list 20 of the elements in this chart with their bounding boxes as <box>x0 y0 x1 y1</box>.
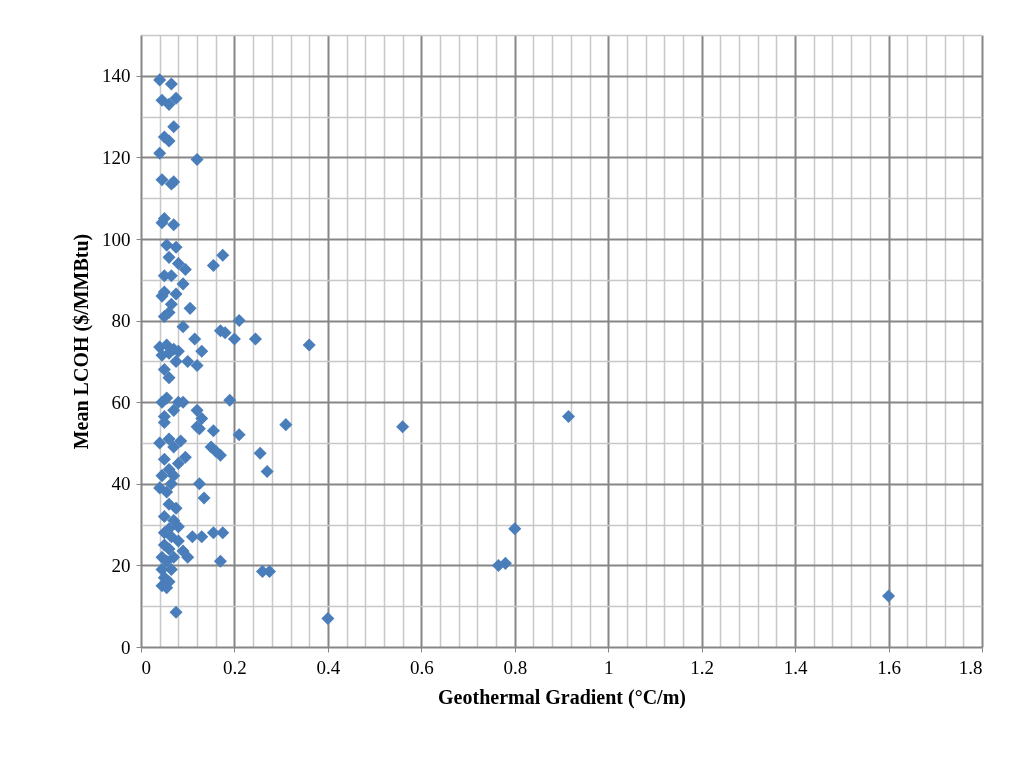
y-tick-label: 60 <box>111 391 131 413</box>
y-axis-title: Mean LCOH ($/MMBtu) <box>70 233 93 450</box>
x-tick-label: 1.8 <box>958 656 983 678</box>
y-tick-label: 40 <box>111 473 131 495</box>
x-tick-label: 0.8 <box>503 656 528 678</box>
x-axis-title: Geothermal Gradient (°C/m) <box>438 685 686 709</box>
x-tick-label: 1 <box>603 656 614 678</box>
y-tick-label: 100 <box>102 228 131 250</box>
x-tick-label: 0.4 <box>316 656 341 678</box>
x-tick-label: 1.6 <box>877 656 901 678</box>
y-tick-label: 0 <box>121 636 131 658</box>
x-tick-label: 1.2 <box>690 656 715 678</box>
y-tick-label: 20 <box>111 554 131 576</box>
x-tick-label: 0 <box>141 656 151 678</box>
y-tick-label: 80 <box>111 310 131 332</box>
x-tick-label: 0.2 <box>223 656 247 678</box>
y-tick-label: 120 <box>102 146 131 168</box>
y-tick-label: 140 <box>102 65 131 87</box>
x-tick-label: 1.4 <box>783 656 808 678</box>
x-tick-label: 0.6 <box>409 656 434 678</box>
